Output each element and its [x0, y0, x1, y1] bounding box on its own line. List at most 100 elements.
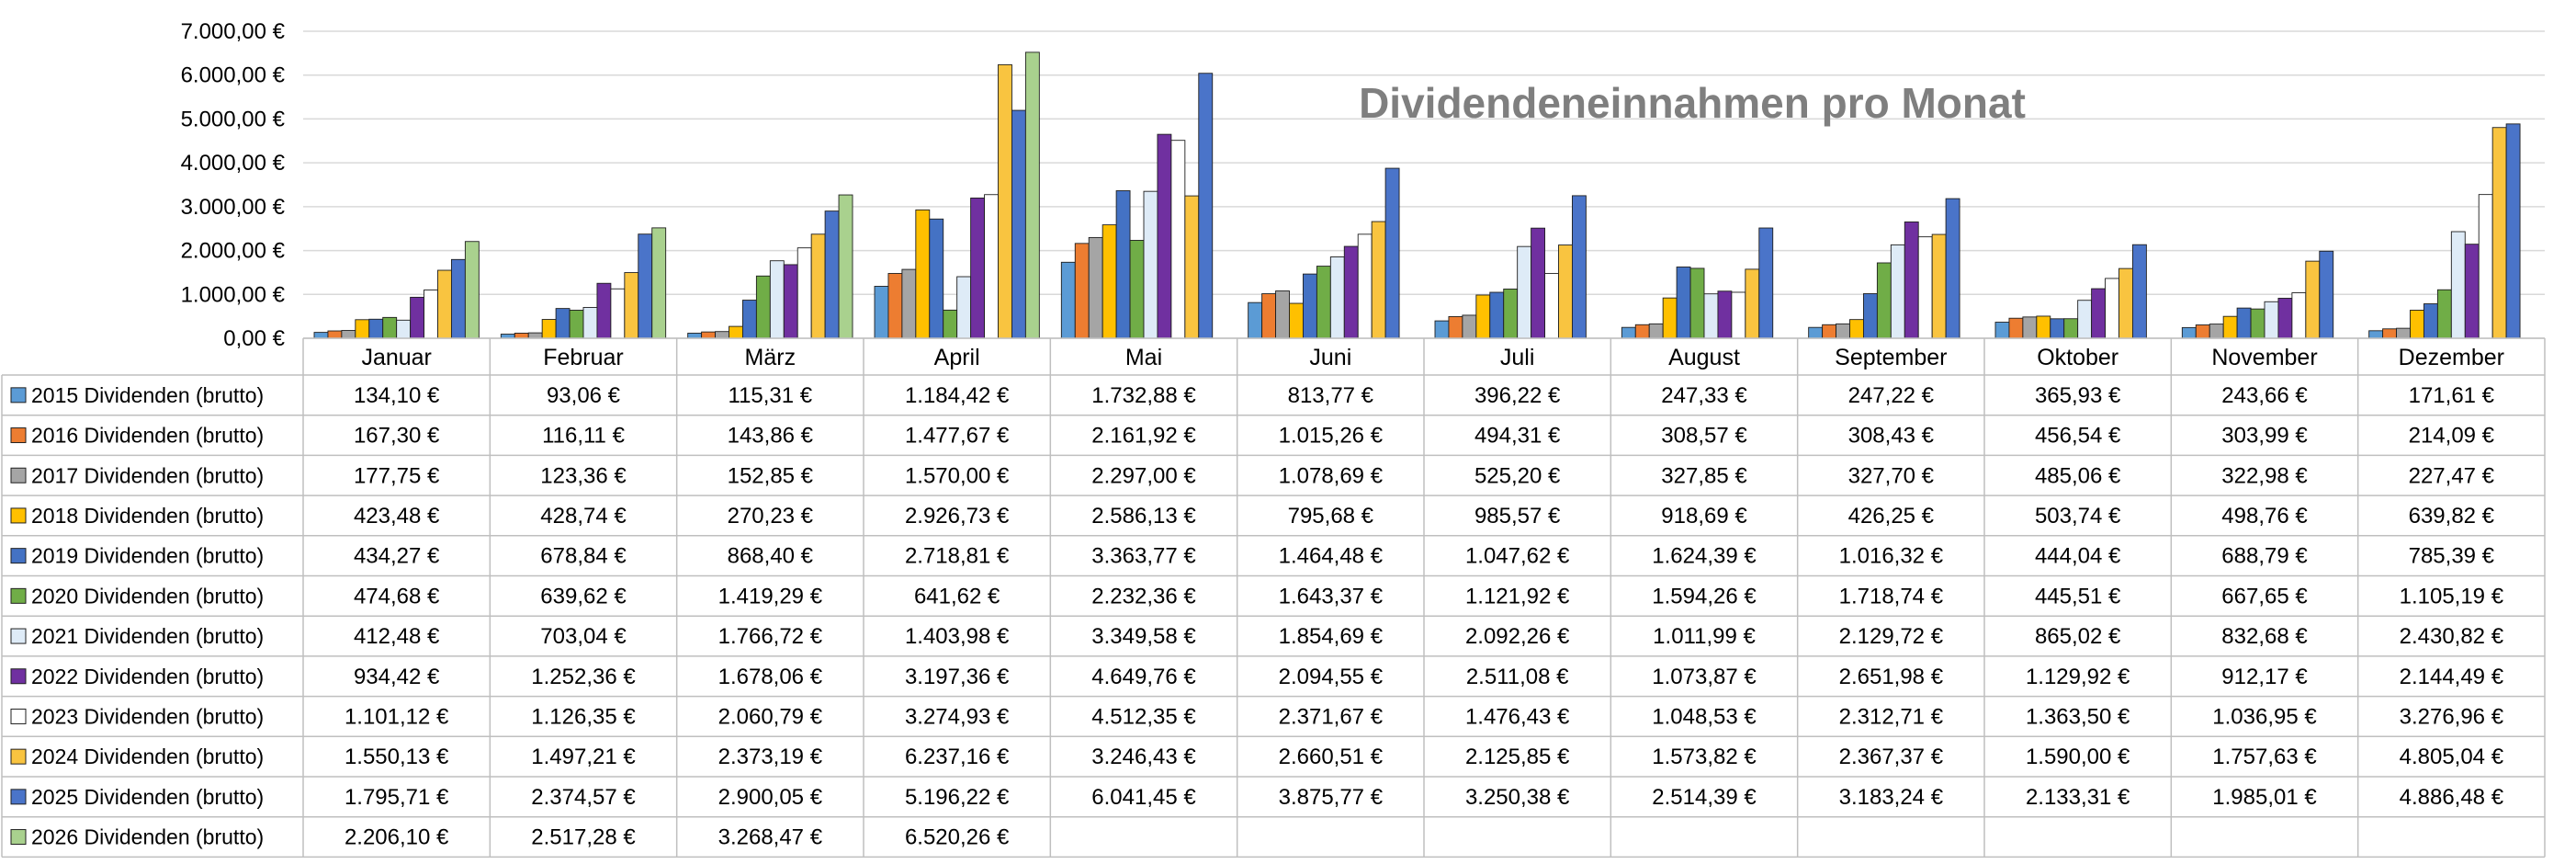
data-label: 2.094,55 € — [1279, 665, 1384, 689]
bar — [915, 209, 931, 339]
bar — [783, 264, 798, 339]
series-name: 2020 Dividenden (brutto) — [31, 584, 264, 608]
data-label: 2.651,98 € — [1839, 665, 1944, 689]
legend-key — [10, 507, 27, 524]
bar — [956, 276, 972, 339]
data-label: 327,85 € — [1661, 463, 1747, 488]
series-name: 2017 Dividenden (brutto) — [31, 463, 264, 487]
bar — [929, 218, 944, 339]
data-label: 498,76 € — [2221, 504, 2308, 529]
data-label: 2.312,71 € — [1839, 704, 1944, 729]
data-label: 3.268,47 € — [718, 825, 823, 850]
y-tick-label: 1.000,00 € — [181, 282, 286, 307]
bar — [1074, 243, 1090, 339]
data-label: 785,39 € — [2409, 544, 2495, 569]
legend-key — [10, 748, 27, 765]
bar — [1371, 221, 1386, 339]
data-label: 2.586,13 € — [1091, 504, 1196, 529]
data-label: 1.363,50 € — [2026, 704, 2130, 729]
data-label: 1.126,35 € — [531, 704, 636, 729]
data-label: 214,09 € — [2409, 424, 2495, 449]
data-label: 1.105,19 € — [2400, 584, 2504, 608]
bar — [2131, 244, 2147, 339]
data-label: 322,98 € — [2221, 463, 2308, 488]
data-label: 2.660,51 € — [1279, 745, 1384, 769]
bar — [1343, 245, 1359, 339]
data-label: 2.125,85 € — [1465, 745, 1570, 769]
bar — [2077, 300, 2093, 339]
bar — [1261, 293, 1277, 339]
legend-key — [10, 587, 27, 604]
bar — [838, 194, 853, 339]
data-label: 2.517,28 € — [531, 825, 636, 850]
bar — [1717, 290, 1733, 339]
y-tick-label: 0,00 € — [223, 326, 285, 351]
legend-key — [10, 829, 27, 846]
bar — [1448, 315, 1463, 339]
bar — [1917, 236, 1933, 339]
bars — [313, 51, 2521, 339]
data-label: 1.048,53 € — [1652, 704, 1757, 729]
bar — [810, 233, 826, 339]
bar — [1662, 297, 1678, 339]
bar — [797, 247, 812, 339]
bar — [687, 333, 703, 339]
data-label: 1.497,21 € — [531, 745, 636, 769]
bar — [368, 318, 384, 339]
gridlines — [303, 30, 2545, 339]
bar — [1489, 291, 1505, 339]
bar — [2319, 250, 2334, 339]
bar — [2250, 308, 2265, 339]
data-label: 396,22 € — [1474, 383, 1561, 408]
data-label: 2.144,49 € — [2400, 665, 2504, 689]
data-label: 639,82 € — [2409, 504, 2495, 529]
bar — [1275, 290, 1290, 339]
data-label: 308,43 € — [1848, 424, 1935, 449]
bar — [410, 296, 425, 339]
data-label: 456,54 € — [2035, 424, 2121, 449]
bar — [1994, 322, 2010, 339]
bar — [715, 331, 729, 339]
bar — [1836, 323, 1850, 339]
category-label: Juni — [1309, 345, 1351, 370]
data-label: 327,70 € — [1848, 463, 1935, 488]
bar — [1289, 302, 1304, 339]
data-label: 985,57 € — [1474, 504, 1561, 529]
legend-key — [10, 548, 27, 564]
bar — [1384, 167, 1400, 339]
bar — [1462, 314, 1477, 339]
data-label: 1.590,00 € — [2026, 745, 2130, 769]
bar — [2105, 278, 2119, 339]
data-label: 3.274,93 € — [905, 704, 1010, 729]
bar — [755, 275, 771, 339]
legend-key — [10, 708, 27, 724]
bar — [1316, 266, 1331, 339]
bar — [355, 319, 370, 339]
category-label: Januar — [361, 345, 431, 370]
data-label: 412,48 € — [354, 624, 440, 649]
category-label: Dezember — [2399, 345, 2504, 370]
data-label: 247,22 € — [1848, 383, 1935, 408]
data-label: 1.795,71 € — [345, 785, 449, 810]
data-label: 308,57 € — [1661, 424, 1747, 449]
data-label: 3.875,77 € — [1279, 785, 1384, 810]
data-label: 2.129,72 € — [1839, 624, 1944, 649]
data-label: 3.183,24 € — [1839, 785, 1944, 810]
data-label: 6.237,16 € — [905, 745, 1010, 769]
data-label: 1.732,88 € — [1091, 383, 1196, 408]
category-label: Mai — [1125, 345, 1162, 370]
bar — [1143, 190, 1158, 339]
bar — [1703, 293, 1719, 339]
bar — [1088, 236, 1103, 339]
bar — [2368, 330, 2384, 339]
y-tick-label: 4.000,00 € — [181, 151, 286, 176]
bar — [1849, 319, 1864, 339]
legend-key — [10, 427, 27, 444]
data-label: 2.511,08 € — [1466, 665, 1569, 689]
category-label: April — [934, 345, 980, 370]
bar — [970, 197, 986, 339]
y-tick-label: 5.000,00 € — [181, 107, 286, 131]
data-label: 1.129,92 € — [2026, 665, 2130, 689]
bar — [2436, 289, 2452, 339]
